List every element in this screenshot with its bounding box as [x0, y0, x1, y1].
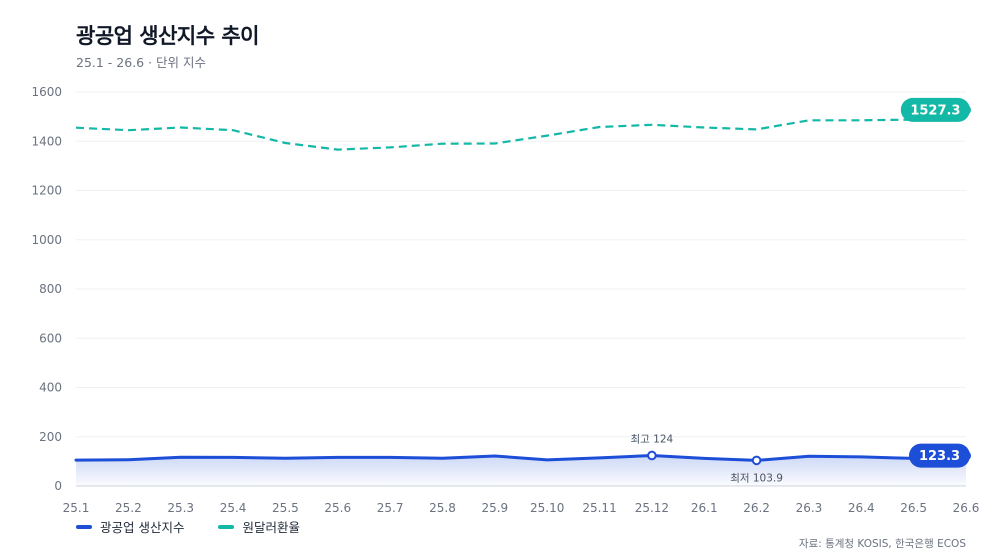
y-tick-label: 400 — [39, 381, 62, 395]
annotation-marker-1 — [647, 450, 657, 461]
legend-swatch-series-1 — [76, 524, 92, 529]
x-tick-label: 25.12 — [635, 501, 669, 515]
x-tick-label: 25.6 — [324, 501, 351, 515]
x-tick-label: 25.7 — [377, 501, 404, 515]
end-label-text-2: 1527.3 — [910, 103, 960, 118]
legend-label-series-2: 원달러환율 — [242, 520, 300, 535]
annotation-marker-2 — [751, 455, 762, 466]
x-tick-label: 25.5 — [272, 501, 299, 515]
x-tick-label: 26.2 — [743, 501, 770, 515]
y-tick-label: 1600 — [31, 85, 62, 99]
annotation-label-1: 최고 124 — [631, 433, 674, 445]
x-tick-label: 26.1 — [691, 501, 718, 515]
chart-subtitle: 25.1 - 26.6 · 단위 지수 — [76, 55, 207, 70]
y-tick-label: 1000 — [31, 233, 62, 247]
y-tick-label: 1200 — [31, 184, 62, 198]
legend: 광공업 생산지수 원달러환율 — [76, 517, 300, 536]
y-tick-label: 1400 — [31, 134, 62, 148]
series-line-1 — [74, 454, 968, 462]
y-tick-label: 200 — [39, 430, 62, 444]
x-tick-label: 25.9 — [481, 501, 508, 515]
end-label-pill-2 — [900, 97, 970, 122]
x-tick-label: 25.11 — [582, 501, 616, 515]
annotation-label-2: 최저 103.9 — [730, 472, 783, 484]
end-label-pill-1 — [909, 443, 970, 468]
legend-label-series-1: 광공업 생산지수 — [100, 520, 185, 535]
chart-title: 광공업 생산지수 추이 — [76, 24, 260, 48]
x-tick-label: 26.6 — [953, 501, 980, 515]
legend-item-series-2[interactable]: 원달러환율 — [218, 517, 300, 536]
source-note: 자료: 통계청 KOSIS, 한국은행 ECOS — [798, 538, 966, 550]
x-tick-label: 26.3 — [796, 501, 823, 515]
y-tick-label: 600 — [39, 331, 62, 345]
y-tick-label: 800 — [39, 282, 62, 296]
x-tick-label: 25.1 — [63, 501, 90, 515]
y-tick-label: 0 — [54, 479, 62, 493]
series-line-2 — [75, 108, 967, 151]
end-label-text-1: 123.3 — [919, 449, 960, 464]
x-tick-label: 25.4 — [220, 501, 247, 515]
x-tick-label: 26.5 — [900, 501, 927, 515]
x-tick-label: 25.3 — [167, 501, 194, 515]
x-tick-label: 25.10 — [530, 501, 564, 515]
legend-swatch-series-2 — [218, 524, 235, 529]
x-tick-label: 25.8 — [429, 501, 456, 515]
legend-item-series-1[interactable]: 광공업 생산지수 — [76, 517, 184, 536]
series-area-1 — [76, 455, 966, 486]
x-tick-label: 26.4 — [848, 501, 875, 515]
x-tick-label: 25.2 — [115, 501, 142, 515]
